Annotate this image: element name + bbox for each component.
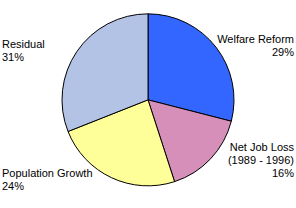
svg-text:(1989 - 1996): (1989 - 1996) bbox=[228, 154, 294, 166]
svg-text:31%: 31% bbox=[2, 51, 24, 63]
svg-text:Residual: Residual bbox=[2, 38, 45, 50]
svg-text:16%: 16% bbox=[272, 167, 294, 179]
svg-text:29%: 29% bbox=[272, 46, 294, 58]
svg-text:Net Job Loss: Net Job Loss bbox=[230, 141, 295, 153]
svg-text:24%: 24% bbox=[2, 180, 24, 192]
svg-text:Population Growth: Population Growth bbox=[2, 167, 93, 179]
svg-text:Welfare Reform: Welfare Reform bbox=[217, 33, 294, 45]
